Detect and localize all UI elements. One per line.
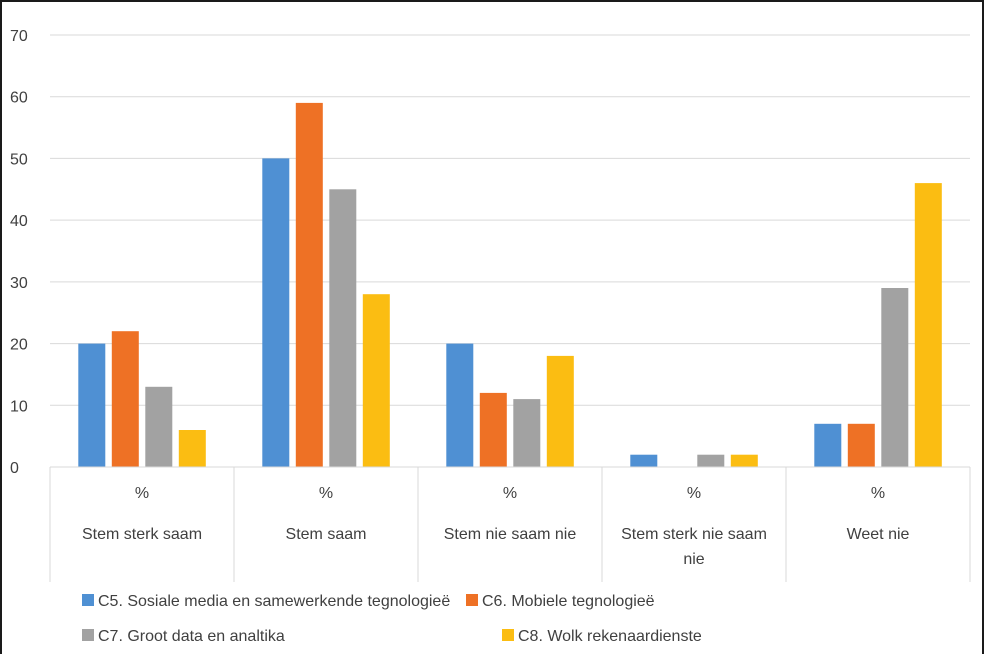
legend-swatch (82, 629, 94, 641)
bar (446, 343, 474, 467)
legend-item: C8. Wolk rekenaardienste (502, 628, 702, 645)
legend-swatch (466, 594, 478, 606)
bar (262, 158, 290, 467)
legend-swatch (502, 629, 514, 641)
unit-label: % (503, 485, 517, 502)
bar (546, 355, 574, 467)
x-axis-table: % Stem sterk saam% Stem saam% Stem nie saam… (49, 466, 971, 582)
legend-label: C5. Sosiale media en samewerkende tegnol… (98, 593, 450, 610)
y-tick-label: 30 (10, 275, 28, 292)
category-label: Weet nie (847, 526, 910, 543)
bar (814, 423, 842, 467)
bar (78, 343, 106, 467)
y-tick-label: 20 (10, 337, 28, 354)
bar (847, 423, 875, 467)
unit-label: % (319, 485, 333, 502)
legend-label: C8. Wolk rekenaardienste (518, 628, 702, 645)
category-label: Stem nie saam nie (444, 526, 577, 543)
bar (111, 331, 139, 467)
bar (479, 392, 507, 467)
bar (145, 386, 173, 467)
legend-item: C5. Sosiale media en samewerkende tegnol… (82, 593, 450, 610)
bar (697, 454, 725, 467)
category-label: Stem sterk saam (82, 526, 202, 543)
legend: C5. Sosiale media en samewerkende tegnol… (82, 593, 702, 645)
y-tick-label: 0 (10, 460, 19, 477)
legend-item: C6. Mobiele tegnologieë (466, 593, 655, 610)
y-tick-label: 60 (10, 90, 28, 107)
bar (178, 430, 206, 467)
category-label: nie (683, 551, 704, 568)
y-tick-label: 40 (10, 213, 28, 230)
gridlines (50, 34, 970, 406)
y-tick-label: 70 (10, 28, 28, 45)
bar (730, 454, 758, 467)
legend-label: C6. Mobiele tegnologieë (482, 593, 655, 610)
bar (630, 454, 658, 467)
unit-label: % (135, 485, 149, 502)
legend-swatch (82, 594, 94, 606)
bar (295, 102, 323, 468)
bar (329, 189, 357, 468)
y-axis: 0 10 20 30 40 50 60 70 (10, 28, 28, 477)
category-label: Stem saam (286, 526, 367, 543)
category-label: Stem sterk nie saam (621, 526, 767, 543)
y-tick-label: 50 (10, 151, 28, 168)
bar (362, 294, 390, 467)
bars (78, 102, 942, 468)
bar (513, 399, 541, 467)
legend-label: C7. Groot data en analtika (98, 628, 285, 645)
bar (914, 183, 942, 467)
legend-item: C7. Groot data en analtika (82, 628, 285, 645)
unit-label: % (871, 485, 885, 502)
y-tick-label: 10 (10, 398, 28, 415)
unit-label: % (687, 485, 701, 502)
bar (881, 288, 909, 467)
